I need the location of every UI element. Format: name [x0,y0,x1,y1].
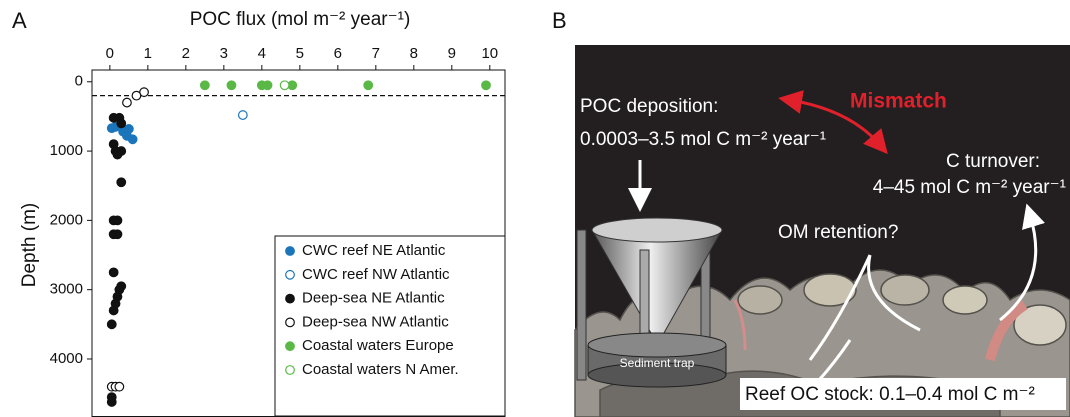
y-tick-label: 0 [75,73,83,90]
x-tick-label: 2 [182,45,190,62]
point [127,134,138,145]
legend-marker [285,293,295,304]
point [226,80,237,91]
point [112,215,123,226]
legend-label: CWC reef NE Atlantic [302,242,446,259]
sediment-trap [576,217,727,388]
legend-marker [285,269,295,280]
point [131,90,142,101]
x-tick-label: 0 [106,45,114,62]
legend-label: CWC reef NW Atlantic [302,266,450,283]
y-tick-label: 4000 [50,350,83,367]
label: 0.0003–3.5 mol C m⁻² year⁻¹ [580,129,826,150]
x-tick-label: 4 [258,45,266,62]
label-box [740,378,1066,410]
legend-marker [285,246,295,256]
label: C turnover: [946,151,1040,172]
label: 4–45 mol C m⁻² year⁻¹ [873,177,1066,198]
x-tick-label: 1 [144,45,152,62]
x-tick-label: 3 [220,45,228,62]
point [237,110,248,120]
legend-label: Coastal waters Europe [302,337,454,354]
legend-marker [285,365,295,375]
point [114,381,125,392]
plot: 0 1 2 3 4 5 6 7 8 9 10 0 1000 2000 3000 4000 [50,45,505,407]
panel-label: A [12,8,27,33]
panel-label: B [552,8,567,33]
legend-marker [285,341,295,352]
legend-label: Coastal waters N Amer. [302,361,459,378]
arrow [778,90,888,155]
illustration: POC deposition: 0.0003–3.5 mol C m⁻² yea… [574,45,1070,417]
legend-label: Deep-sea NE Atlantic [302,290,445,307]
point [262,80,273,91]
y-tick-label: 1000 [50,142,83,159]
x-tick-label: 5 [296,45,304,62]
label: POC deposition: [580,96,718,117]
label: OM retention? [778,222,898,243]
x-axis-label: POC flux (mol m⁻² year⁻¹) [190,9,411,30]
label: Reef OC stock: 0.1–0.4 mol C m⁻² [745,384,1035,405]
point [122,97,132,108]
x-tick-label: 10 [481,45,498,62]
label: Sediment trap [620,356,695,370]
point [112,229,123,240]
y-tick-label: 3000 [50,281,83,298]
point [199,80,210,91]
x-tick-label: 6 [334,45,342,62]
point [112,149,123,160]
point [116,118,127,129]
arrow [999,203,1045,322]
legend-box [274,235,506,417]
legend: CWC reef NE Atlantic CWC reef NW Atlantic… [285,242,459,378]
y-tick-label: 2000 [50,211,83,228]
point [106,397,117,407]
point [279,80,290,91]
x-tick-label: 9 [448,45,456,62]
x-tick-label: 8 [410,45,418,62]
legend-marker [285,317,295,328]
label: Mismatch [850,90,947,113]
point [106,319,117,330]
point [116,177,127,188]
x-tick-label: 7 [372,45,380,62]
point [481,80,491,91]
point [108,305,119,316]
legend-label: Deep-sea NW Atlantic [302,313,449,330]
y-axis-label: Depth (m) [19,203,40,287]
point [363,80,374,91]
arrow [808,254,921,361]
point [108,267,119,278]
